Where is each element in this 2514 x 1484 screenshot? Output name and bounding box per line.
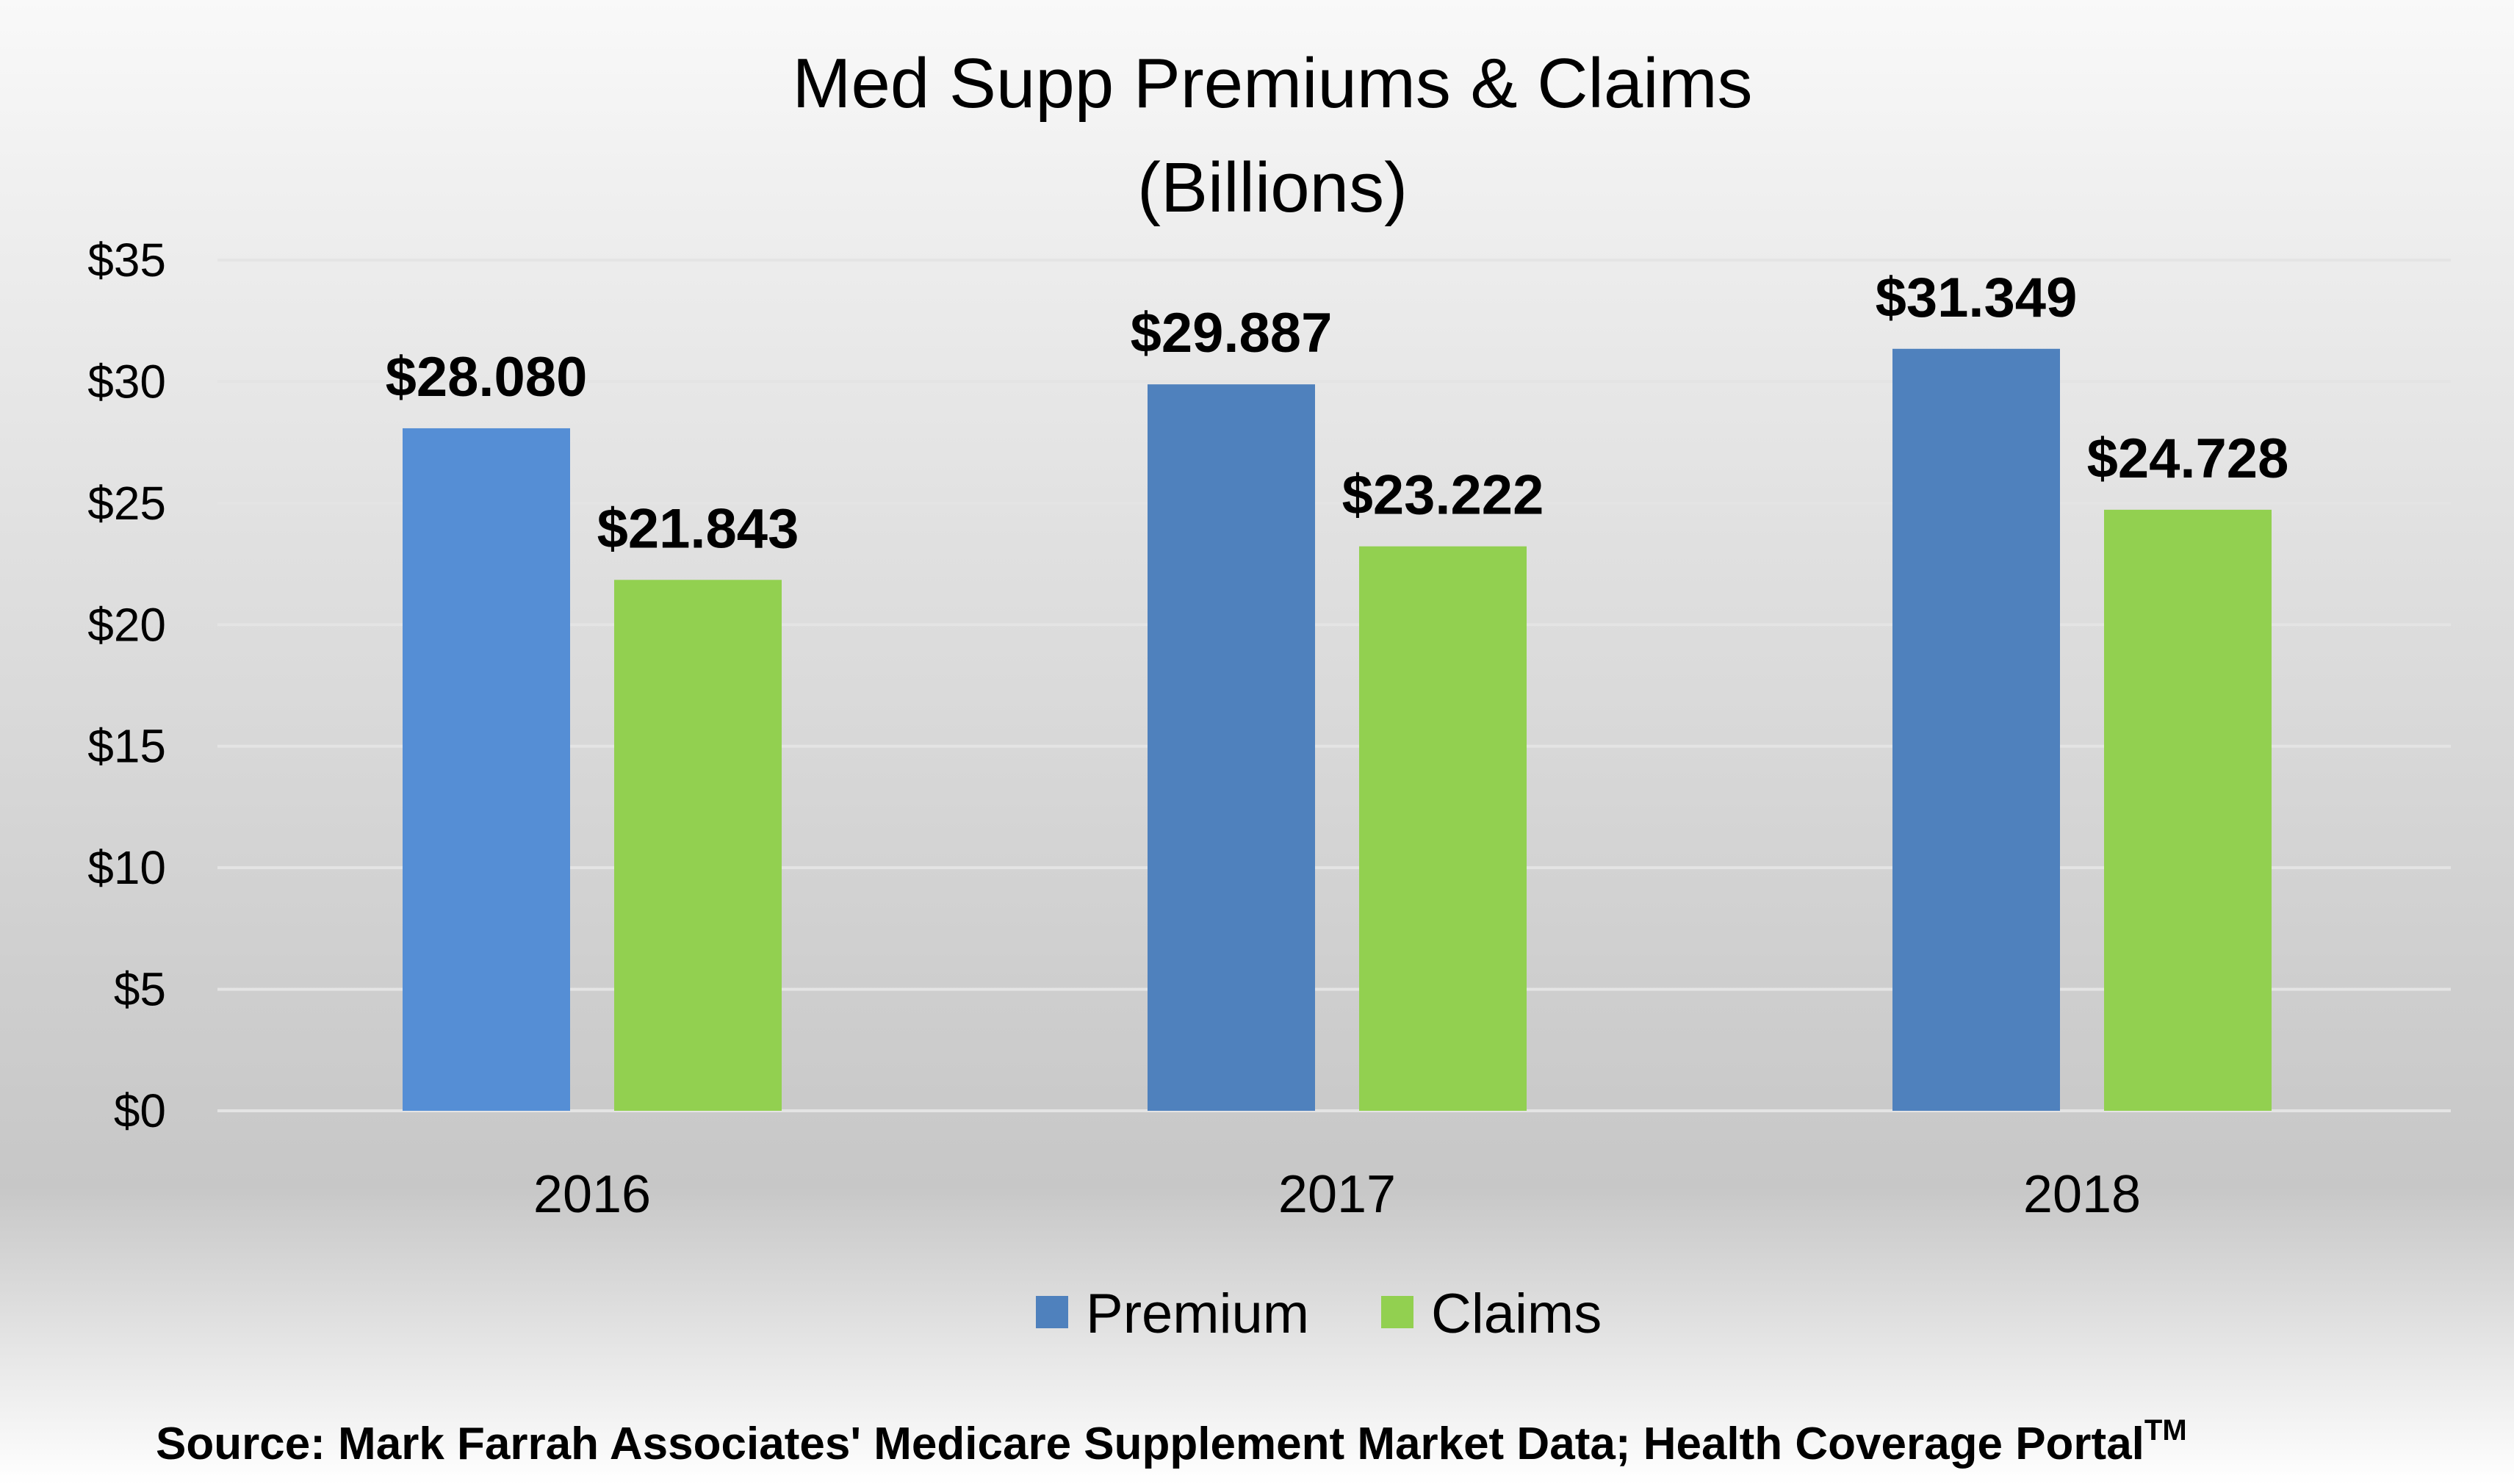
data-label-premium-2018: $31.349 [1876, 267, 2078, 329]
data-label-premium-2016: $28.080 [386, 346, 588, 408]
data-label-claims-2018: $24.728 [2087, 428, 2289, 490]
y-tick-label: $0 [114, 1084, 166, 1137]
bar-claims-2016 [614, 580, 782, 1111]
data-label-claims-2016: $21.843 [597, 497, 799, 560]
y-tick-label: $30 [87, 355, 166, 408]
x-category-label: 2016 [533, 1165, 651, 1224]
legend-label-premium: Premium [1086, 1283, 1309, 1345]
data-label-claims-2017: $23.222 [1342, 464, 1544, 527]
legend: Premium Claims [1036, 1283, 1602, 1345]
y-tick-label: $5 [114, 963, 166, 1016]
y-tick-label: $25 [87, 477, 166, 530]
y-tick-label: $15 [87, 720, 166, 773]
gridlines [217, 259, 2451, 1112]
bar-premium-2017 [1148, 384, 1315, 1111]
bar-claims-2017 [1359, 546, 1527, 1111]
bars [403, 348, 2272, 1112]
legend-label-claims: Claims [1431, 1283, 1602, 1345]
source-text: Source: Mark Farrah Associates' Medicare… [156, 1419, 2144, 1469]
bar-premium-2016 [403, 428, 570, 1111]
chart-title-line2: (Billions) [1137, 148, 1408, 227]
legend-swatch-claims [1381, 1296, 1413, 1328]
x-category-label: 2018 [2023, 1165, 2141, 1224]
y-axis-tick-labels: $0 $5 $10 $15 $20 $25 $30 $35 [87, 234, 166, 1137]
legend-swatch-premium [1036, 1296, 1068, 1328]
data-label-premium-2017: $29.887 [1131, 302, 1333, 364]
data-labels: $28.080 $29.887 $31.349 $21.843 $23.222 $24.7… [386, 267, 2289, 561]
chart-title-line1: Med Supp Premiums & Claims [792, 44, 1752, 123]
x-category-label: 2017 [1278, 1165, 1396, 1224]
bar-premium-2018 [1892, 348, 2060, 1112]
y-tick-label: $35 [87, 234, 166, 287]
trademark-symbol: TM [2144, 1414, 2187, 1447]
source-note: Source: Mark Farrah Associates' Medicare… [156, 1414, 2187, 1469]
x-axis-category-labels: 2016 2017 2018 [533, 1165, 2141, 1224]
y-tick-label: $10 [87, 841, 166, 894]
bar-claims-2018 [2104, 509, 2272, 1111]
y-tick-label: $20 [87, 598, 166, 651]
